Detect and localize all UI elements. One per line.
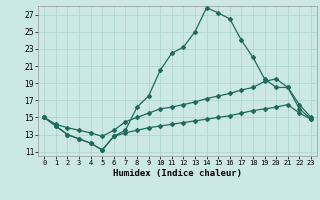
X-axis label: Humidex (Indice chaleur): Humidex (Indice chaleur) — [113, 169, 242, 178]
